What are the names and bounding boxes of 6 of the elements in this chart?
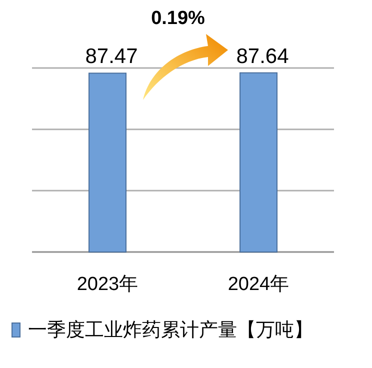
legend-label: 一季度工业炸药累计产量【万吨】 <box>28 319 313 341</box>
data-label: 87.47 <box>85 45 138 68</box>
text: 0.19% <box>151 8 206 29</box>
data-label: 87.64 <box>236 44 290 68</box>
x-tick-label: 2024年 <box>228 274 290 295</box>
x-tick-label: 2023年 <box>76 274 138 295</box>
